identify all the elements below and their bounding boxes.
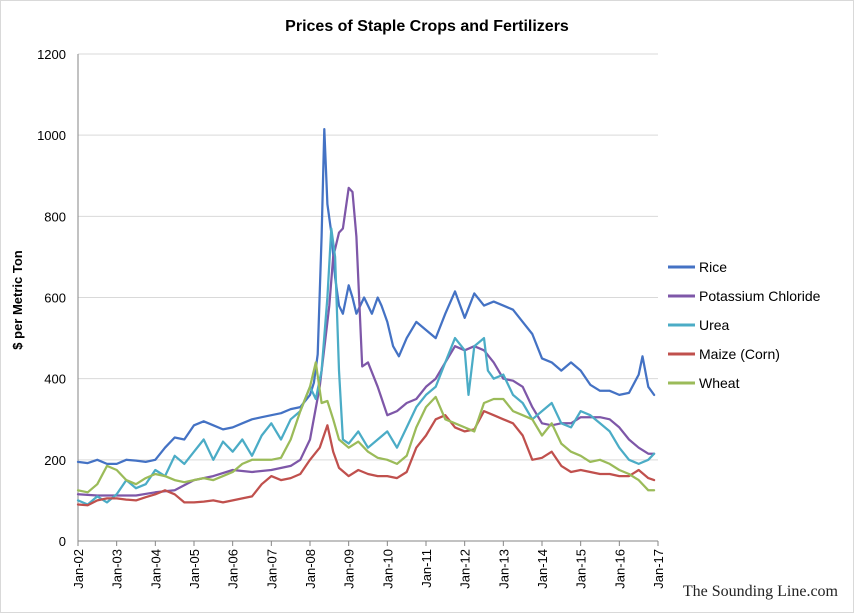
x-tick-label: Jan-08 [303, 549, 318, 589]
legend-entry: Potassium Chloride [668, 288, 821, 304]
x-tick-label: Jan-15 [574, 549, 589, 589]
y-tick-label: 1200 [37, 47, 66, 62]
legend-label: Maize (Corn) [699, 346, 780, 362]
x-tick-label: Jan-14 [535, 549, 550, 589]
legend-entry: Urea [668, 317, 730, 333]
x-tick-label: Jan-17 [651, 549, 666, 589]
credit-text: The Sounding Line.com [683, 583, 839, 600]
legend: Rice Potassium Chloride Urea Maize (Corn) Wh… [668, 259, 821, 391]
x-tick-label: Jan-13 [496, 549, 511, 589]
x-tick-label: Jan-10 [380, 549, 395, 589]
x-tick-label: Jan-11 [419, 549, 434, 588]
y-tick-label: 0 [59, 534, 66, 549]
chart-title: Prices of Staple Crops and Fertilizers [285, 18, 569, 35]
x-tick-label: Jan-12 [458, 549, 473, 589]
legend-entry: Maize (Corn) [668, 346, 780, 362]
series-line-1 [76, 186, 656, 497]
x-tick-label: Jan-09 [342, 549, 357, 589]
x-tick-label: Jan-16 [612, 549, 627, 589]
legend-label: Potassium Chloride [699, 288, 821, 304]
x-tick-label: Jan-05 [187, 549, 202, 589]
x-tick-label: Jan-02 [71, 549, 86, 589]
series-lines [76, 127, 656, 507]
y-tick-label: 200 [44, 453, 66, 468]
x-tick-label: Jan-04 [148, 549, 163, 589]
series-line-2 [76, 227, 656, 506]
x-tick-label: Jan-06 [226, 549, 241, 589]
legend-label: Wheat [699, 375, 740, 391]
y-axis-label: $ per Metric Ton [10, 250, 25, 350]
y-tick-label: 400 [44, 372, 66, 387]
legend-label: Rice [699, 259, 727, 275]
x-tick-label: Jan-03 [110, 549, 125, 589]
series-line-0 [76, 127, 656, 466]
legend-label: Urea [699, 317, 730, 333]
gridlines [78, 53, 658, 461]
series-line-3 [76, 409, 656, 507]
x-tick-label: Jan-07 [264, 549, 279, 589]
y-tick-label: 800 [44, 209, 66, 224]
legend-entry: Wheat [668, 375, 740, 391]
y-tick-label: 1000 [37, 128, 66, 143]
legend-entry: Rice [668, 259, 727, 275]
axes: 0 200 400 600 800 1000 1200 Jan-02 Jan-03 Jan-04 J… [37, 47, 666, 589]
series-line-4 [76, 361, 656, 494]
y-tick-label: 600 [44, 291, 66, 306]
